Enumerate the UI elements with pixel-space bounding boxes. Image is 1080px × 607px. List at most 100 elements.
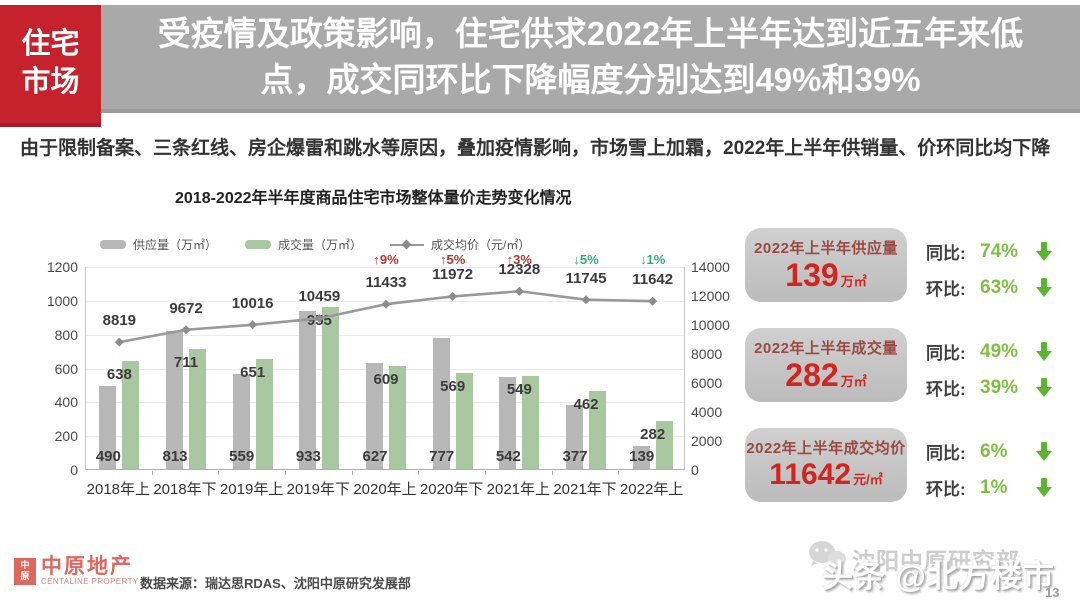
metric-row: 环比: 63% [926, 275, 1052, 300]
arrow-down-icon [1036, 342, 1052, 361]
supply-bar-value: 627 [362, 448, 388, 465]
x-axis-label: 2022年上 [619, 481, 684, 498]
logo-title: 中原地产 [41, 555, 133, 578]
metric-row: 同比: 49% [926, 339, 1052, 364]
stat-box-value: 11642 [769, 458, 852, 491]
metric-row: 环比: 1% [926, 475, 1052, 500]
y-axis-tick-right: 8000 [691, 346, 723, 362]
stat-box-value-row: 11642 元/㎡ [745, 459, 907, 491]
price-value: 10016 [231, 294, 274, 312]
arrow-down-icon [1036, 278, 1052, 297]
stat-box-supply: 2022年上半年供应量 139 万㎡ [745, 228, 907, 302]
x-axis-tick [351, 471, 353, 475]
sales-bar-value: 462 [573, 395, 599, 413]
y-axis-tick-left: 1200 [46, 259, 78, 275]
watermark-research: 沈阳中原研究部 [852, 548, 1020, 574]
metric-value: 6% [980, 440, 1008, 462]
header-banner: 受疫情及政策影响，住宅供求2022年上半年达到近五年来低点，成交同环比下降幅度分… [101, 5, 1080, 113]
x-axis-tick [418, 471, 420, 475]
sales-bar [189, 348, 206, 469]
sales-bar-value: 569 [440, 377, 466, 395]
price-change-annotation: ↑5% [440, 252, 466, 267]
supply-bar-value: 813 [162, 448, 188, 465]
logo-badge: 中原 [14, 557, 36, 585]
sales-bar [122, 361, 140, 469]
y-axis-tick-right: 14000 [691, 259, 730, 275]
sales-bar [522, 376, 540, 469]
supply-bar-value: 559 [229, 448, 255, 465]
left-axis: 1200 1000 800 600 400 200 0 [32, 259, 78, 478]
x-axis-tick [618, 471, 620, 475]
metric-label: 同比: [926, 444, 966, 463]
stat-box-value-row: 139 万㎡ [745, 257, 907, 293]
stat-box-unit: 万㎡ [840, 273, 867, 289]
price-line [114, 286, 658, 347]
price-change-annotation: ↓5% [573, 252, 599, 267]
y-axis-tick-right: 2000 [691, 433, 723, 449]
sales-bar-value: 651 [240, 363, 266, 381]
stat-box-title: 2022年上半年供应量 [754, 240, 898, 257]
sales-bar [389, 365, 406, 469]
metric-label: 环比: [926, 380, 966, 399]
sales-bar-value: 711 [173, 353, 199, 371]
metric-value: 74% [980, 240, 1019, 262]
supply-bar [632, 445, 650, 469]
y-axis-tick-left: 200 [54, 428, 78, 445]
stat-box-sales: 2022年上半年成交量 282 万㎡ [745, 328, 907, 402]
metric-label: 环比: [926, 480, 966, 499]
supply-bar-value: 139 [629, 448, 655, 465]
arrow-down-icon [1036, 442, 1052, 461]
y-axis-tick-left: 0 [70, 462, 78, 478]
x-axis-tick [151, 471, 153, 475]
x-axis-label: 2018年上 [86, 481, 151, 498]
x-axis-tick [551, 471, 553, 475]
supply-bar [499, 377, 517, 469]
sales-bar [255, 358, 273, 469]
y-axis-tick-right: 10000 [691, 317, 730, 333]
y-axis-tick-left: 1000 [46, 292, 78, 309]
gridline [86, 368, 684, 370]
plot-area: 4906388819813711967255965110016933955104… [85, 252, 685, 470]
price-change-annotation: ↑9% [373, 252, 399, 267]
x-axis-label: 2021年上 [486, 481, 551, 498]
x-axis-label: 2020年下 [419, 481, 484, 498]
legend-swatch-bar [100, 240, 126, 249]
metric-row: 同比: 74% [926, 239, 1052, 264]
supply-bar-value: 377 [562, 448, 588, 465]
x-axis: 2018年上 2018年下 2019年上 2019年下 2020年上 2020年下 2021… [85, 471, 685, 498]
y-axis-tick-right: 12000 [691, 288, 730, 304]
price-value: 11972 [432, 266, 474, 284]
gridline [86, 267, 684, 268]
stat-box-title: 2022年上半年成交均价 [746, 440, 906, 457]
price-change-annotation: ↑3% [506, 252, 532, 267]
y-axis-tick-right: 0 [691, 462, 699, 478]
chart-title: 2018-2022年半年度商品住宅市场整体量价走势变化情况 [175, 190, 572, 207]
legend-label: 供应量（万㎡） [133, 238, 218, 252]
x-axis-tick [218, 471, 220, 475]
y-axis-tick-left: 800 [54, 326, 78, 343]
legend-item: 供应量（万㎡） [100, 236, 217, 253]
x-axis-label: 2019年上 [219, 481, 284, 498]
sales-bar-value: 549 [506, 381, 532, 399]
stat-box-price: 2022年上半年成交均价 11642 元/㎡ [745, 428, 907, 502]
y-axis-tick-left: 600 [54, 360, 78, 377]
page-number: 13 [1045, 585, 1060, 600]
stat-box-value-row: 282 万㎡ [745, 358, 907, 393]
banner-title: 受疫情及政策影响，住宅供求2022年上半年达到近五年来低点，成交同环比下降幅度分… [157, 14, 1024, 98]
legend-item: 成交均价（元/㎡） [390, 236, 530, 253]
stat-box-value: 139 [785, 257, 839, 293]
sales-bar [655, 421, 673, 469]
legend-swatch-bar [245, 240, 272, 249]
sales-bar-value: 282 [640, 426, 666, 444]
supply-bar [166, 331, 183, 469]
metric-value: 49% [980, 340, 1019, 362]
arrow-down-icon [1036, 478, 1052, 497]
x-axis-tick [285, 471, 286, 475]
price-change-annotation: ↓1% [640, 252, 666, 267]
metric-value: 63% [980, 276, 1019, 298]
stat-box-title: 2022年上半年成交量 [754, 340, 898, 357]
watermark-toutiao: 头条 @北方楼市 [822, 559, 1055, 594]
supply-bar [299, 311, 317, 469]
arrow-down-icon [1036, 378, 1052, 397]
sales-bar [322, 307, 340, 469]
